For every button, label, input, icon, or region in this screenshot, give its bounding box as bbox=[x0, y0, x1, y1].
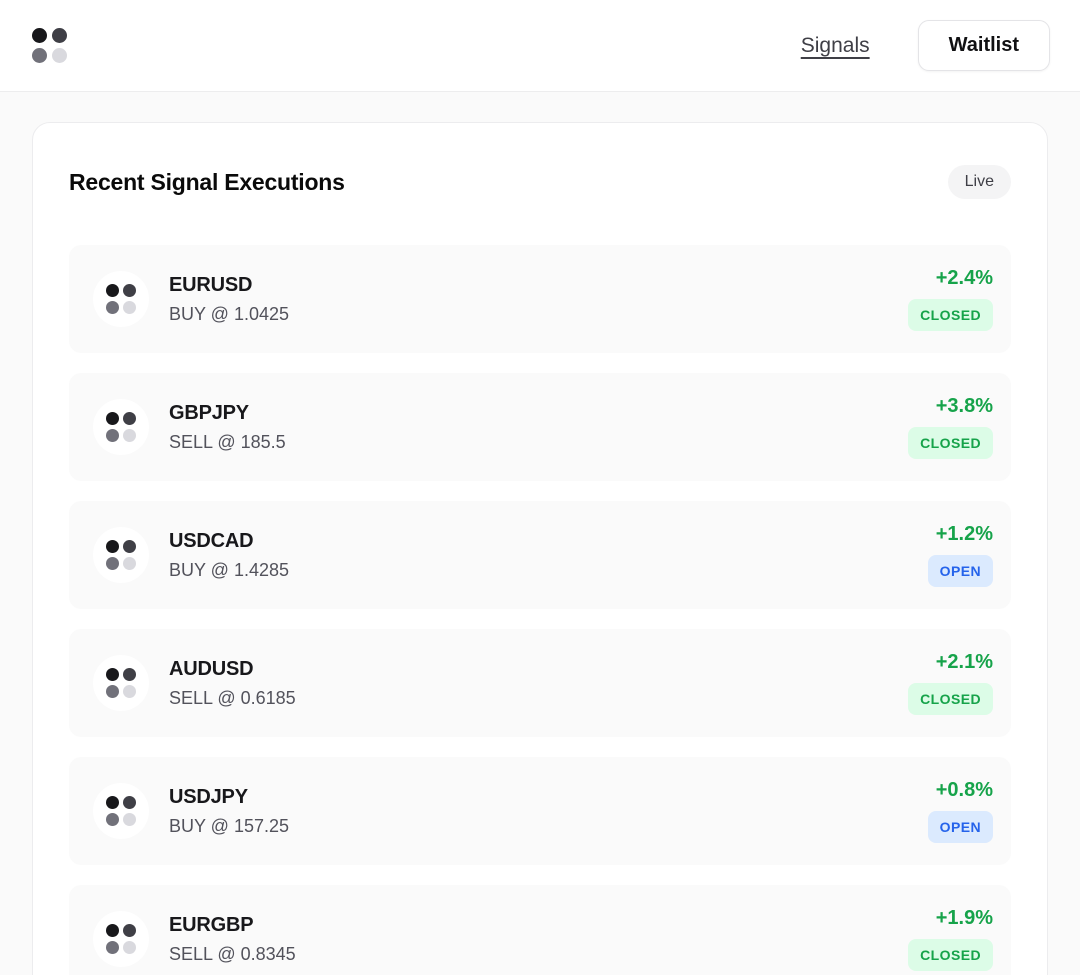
logo-dot bbox=[52, 28, 67, 43]
four-dots-icon bbox=[106, 796, 136, 826]
four-dots-icon bbox=[106, 668, 136, 698]
pair-info: USDJPY BUY @ 157.25 bbox=[169, 786, 289, 837]
signal-result: +1.9% CLOSED bbox=[908, 907, 993, 971]
pair-info: USDCAD BUY @ 1.4285 bbox=[169, 530, 289, 581]
pair-name: EURGBP bbox=[169, 913, 254, 936]
signal-result: +2.1% CLOSED bbox=[908, 651, 993, 715]
signal-row-audusd: AUDUSD SELL @ 0.6185 +2.1% CLOSED bbox=[69, 629, 1011, 737]
signal-result: +1.2% OPEN bbox=[927, 523, 993, 587]
pair-detail: SELL @ 185.5 bbox=[169, 431, 286, 452]
signal-row-gbpjpy: GBPJPY SELL @ 185.5 +3.8% CLOSED bbox=[69, 373, 1011, 481]
signal-row-eurusd: EURUSD BUY @ 1.0425 +2.4% CLOSED bbox=[69, 245, 1011, 353]
live-status-badge: Live bbox=[947, 165, 1011, 199]
four-dots-icon bbox=[106, 284, 136, 314]
pair-detail: BUY @ 157.25 bbox=[169, 815, 290, 836]
pair-info: AUDUSD SELL @ 0.6185 bbox=[169, 658, 296, 709]
card-title: Recent Signal Executions bbox=[69, 168, 345, 195]
change-percent: +1.9% bbox=[935, 907, 993, 929]
top-navigation-bar: Signals Waitlist bbox=[0, 0, 1080, 92]
signal-row-usdcad: USDCAD BUY @ 1.4285 +1.2% OPEN bbox=[69, 501, 1011, 609]
status-badge: CLOSED bbox=[908, 683, 993, 715]
waitlist-button[interactable]: Waitlist bbox=[917, 20, 1050, 71]
status-badge: CLOSED bbox=[908, 299, 993, 331]
recent-signals-card: Recent Signal Executions Live EURUSD BUY… bbox=[32, 122, 1048, 975]
four-dots-icon bbox=[106, 540, 136, 570]
change-percent: +1.2% bbox=[935, 523, 993, 545]
change-percent: +2.1% bbox=[935, 651, 993, 673]
signals-link[interactable]: Signals bbox=[800, 33, 870, 57]
status-badge: OPEN bbox=[927, 811, 993, 843]
pair-detail: BUY @ 1.4285 bbox=[169, 559, 290, 580]
four-dots-icon bbox=[106, 924, 136, 954]
logo-dot bbox=[52, 48, 67, 63]
pair-info: EURGBP SELL @ 0.8345 bbox=[169, 914, 296, 965]
card-header: Recent Signal Executions Live bbox=[69, 165, 1011, 199]
signal-row-usdjpy: USDJPY BUY @ 157.25 +0.8% OPEN bbox=[69, 757, 1011, 865]
pair-name: AUDUSD bbox=[169, 657, 254, 680]
change-percent: +0.8% bbox=[935, 779, 993, 801]
signal-row-eurgbp: EURGBP SELL @ 0.8345 +1.9% CLOSED bbox=[69, 885, 1011, 975]
pair-avatar bbox=[93, 271, 149, 327]
pair-detail: BUY @ 1.0425 bbox=[169, 303, 290, 324]
pair-avatar bbox=[93, 527, 149, 583]
pair-avatar bbox=[93, 911, 149, 967]
four-dots-icon bbox=[106, 412, 136, 442]
page-content: Recent Signal Executions Live EURUSD BUY… bbox=[0, 92, 1080, 975]
logo-dot bbox=[32, 48, 47, 63]
signal-result: +3.8% CLOSED bbox=[908, 395, 993, 459]
pair-detail: SELL @ 0.8345 bbox=[169, 943, 296, 964]
status-badge: OPEN bbox=[927, 555, 993, 587]
four-dots-logo-icon[interactable] bbox=[32, 28, 67, 63]
pair-detail: SELL @ 0.6185 bbox=[169, 687, 296, 708]
status-badge: CLOSED bbox=[908, 939, 993, 971]
change-percent: +2.4% bbox=[935, 267, 993, 289]
pair-name: USDCAD bbox=[169, 529, 254, 552]
pair-info: EURUSD BUY @ 1.0425 bbox=[169, 274, 289, 325]
pair-name: GBPJPY bbox=[169, 401, 249, 424]
pair-avatar bbox=[93, 655, 149, 711]
pair-avatar bbox=[93, 399, 149, 455]
signal-result: +0.8% OPEN bbox=[927, 779, 993, 843]
pair-avatar bbox=[93, 783, 149, 839]
status-badge: CLOSED bbox=[908, 427, 993, 459]
signal-result: +2.4% CLOSED bbox=[908, 267, 993, 331]
logo-dot bbox=[32, 28, 47, 43]
signal-list: EURUSD BUY @ 1.0425 +2.4% CLOSED GBPJPY … bbox=[69, 245, 1011, 975]
header-nav: Signals Waitlist bbox=[801, 20, 1050, 71]
pair-name: USDJPY bbox=[169, 785, 248, 808]
change-percent: +3.8% bbox=[935, 395, 993, 417]
pair-info: GBPJPY SELL @ 185.5 bbox=[169, 402, 286, 453]
pair-name: EURUSD bbox=[169, 273, 253, 296]
